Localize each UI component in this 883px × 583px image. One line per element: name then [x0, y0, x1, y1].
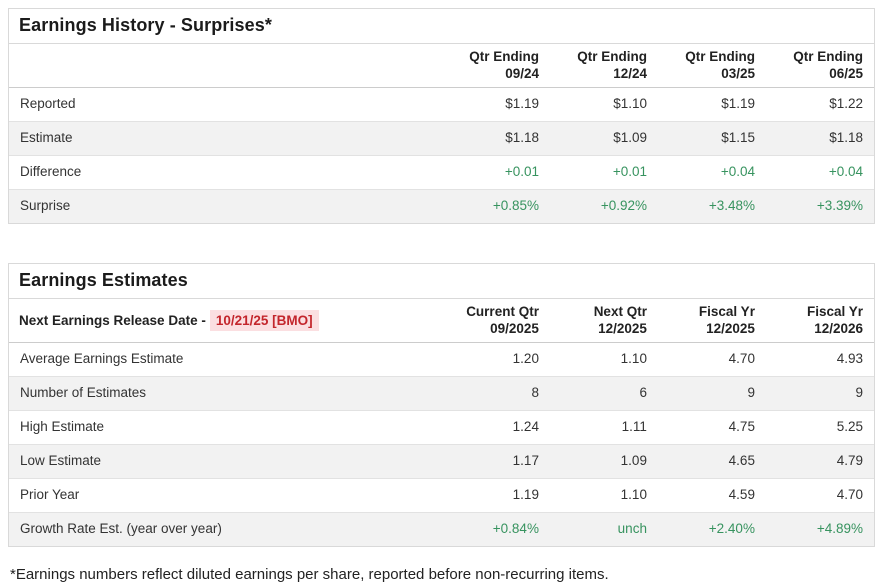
row-label: Growth Rate Est. (year over year) — [9, 512, 442, 546]
row-label: Reported — [9, 87, 442, 122]
row-label: Estimate — [9, 121, 442, 156]
cell-value: 1.09 — [549, 444, 658, 479]
cell-value: 1.20 — [441, 342, 550, 377]
cell-value: $1.09 — [549, 121, 658, 156]
cell-value: +0.01 — [549, 155, 658, 190]
cell-value: 4.70 — [765, 478, 874, 513]
cell-value: +4.89% — [765, 512, 874, 546]
cell-value: $1.22 — [765, 87, 874, 122]
cell-value: +0.04 — [657, 155, 766, 190]
row-label: Average Earnings Estimate — [9, 342, 442, 377]
cell-value: 4.70 — [657, 342, 766, 377]
row-label: Surprise — [9, 189, 442, 223]
history-col-header-3: Qtr Ending 03/25 — [657, 43, 766, 88]
cell-value: 8 — [441, 376, 550, 411]
history-header-spacer — [9, 43, 442, 88]
history-col-header-1: Qtr Ending 09/24 — [441, 43, 550, 88]
cell-value: +0.92% — [549, 189, 658, 223]
history-header-row: Qtr Ending 09/24 Qtr Ending 12/24 Qtr En… — [9, 43, 874, 88]
history-row-reported: Reported $1.19 $1.10 $1.19 $1.22 — [9, 87, 874, 122]
cell-value: 4.93 — [765, 342, 874, 377]
estimates-row-high: High Estimate 1.24 1.11 4.75 5.25 — [9, 410, 874, 445]
history-row-difference: Difference +0.01 +0.01 +0.04 +0.04 — [9, 155, 874, 190]
cell-value: 6 — [549, 376, 658, 411]
row-label: High Estimate — [9, 410, 442, 445]
cell-value: 4.65 — [657, 444, 766, 479]
history-title-row: Earnings History - Surprises* — [9, 9, 874, 44]
estimates-header-row: Next Earnings Release Date -10/21/25 [BM… — [9, 298, 874, 343]
cell-value: 5.25 — [765, 410, 874, 445]
cell-value: $1.18 — [441, 121, 550, 156]
cell-value: +3.48% — [657, 189, 766, 223]
release-date-label: Next Earnings Release Date - — [19, 312, 206, 328]
history-col-header-2: Qtr Ending 12/24 — [549, 43, 658, 88]
estimates-row-low: Low Estimate 1.17 1.09 4.65 4.79 — [9, 444, 874, 479]
earnings-page: Earnings History - Surprises* Qtr Ending… — [8, 8, 875, 583]
history-table-title: Earnings History - Surprises* — [9, 9, 874, 44]
cell-value: unch — [549, 512, 658, 546]
earnings-estimates-table: Earnings Estimates Next Earnings Release… — [9, 264, 874, 546]
earnings-history-table: Earnings History - Surprises* Qtr Ending… — [9, 9, 874, 223]
earnings-estimates-panel: Earnings Estimates Next Earnings Release… — [8, 263, 875, 547]
cell-value: 1.19 — [441, 478, 550, 513]
history-col-header-4: Qtr Ending 06/25 — [765, 43, 874, 88]
cell-value: $1.19 — [441, 87, 550, 122]
cell-value: 1.17 — [441, 444, 550, 479]
next-earnings-release: Next Earnings Release Date -10/21/25 [BM… — [9, 298, 442, 343]
history-row-surprise: Surprise +0.85% +0.92% +3.48% +3.39% — [9, 189, 874, 223]
estimates-col-header-2: Next Qtr 12/2025 — [549, 298, 658, 343]
estimates-row-number: Number of Estimates 8 6 9 9 — [9, 376, 874, 411]
earnings-footnote: *Earnings numbers reflect diluted earnin… — [10, 566, 609, 583]
cell-value: 4.79 — [765, 444, 874, 479]
cell-value: +0.84% — [441, 512, 550, 546]
cell-value: +0.04 — [765, 155, 874, 190]
row-label: Difference — [9, 155, 442, 190]
estimates-col-header-3: Fiscal Yr 12/2025 — [657, 298, 766, 343]
cell-value: $1.15 — [657, 121, 766, 156]
cell-value: +0.01 — [441, 155, 550, 190]
estimates-row-prior-year: Prior Year 1.19 1.10 4.59 4.70 — [9, 478, 874, 513]
estimates-table-title: Earnings Estimates — [9, 264, 874, 299]
cell-value: $1.10 — [549, 87, 658, 122]
cell-value: 9 — [657, 376, 766, 411]
cell-value: 1.10 — [549, 478, 658, 513]
cell-value: 1.11 — [549, 410, 658, 445]
cell-value: $1.18 — [765, 121, 874, 156]
release-date-value: 10/21/25 [BMO] — [209, 309, 319, 331]
estimates-col-header-4: Fiscal Yr 12/2026 — [765, 298, 874, 343]
cell-value: +0.85% — [441, 189, 550, 223]
estimates-row-average: Average Earnings Estimate 1.20 1.10 4.70… — [9, 342, 874, 377]
cell-value: 4.75 — [657, 410, 766, 445]
estimates-col-header-1: Current Qtr 09/2025 — [441, 298, 550, 343]
cell-value: 4.59 — [657, 478, 766, 513]
cell-value: +2.40% — [657, 512, 766, 546]
row-label: Number of Estimates — [9, 376, 442, 411]
cell-value: 1.24 — [441, 410, 550, 445]
cell-value: $1.19 — [657, 87, 766, 122]
history-row-estimate: Estimate $1.18 $1.09 $1.15 $1.18 — [9, 121, 874, 156]
estimates-row-growth-rate: Growth Rate Est. (year over year) +0.84%… — [9, 512, 874, 546]
row-label: Low Estimate — [9, 444, 442, 479]
row-label: Prior Year — [9, 478, 442, 513]
cell-value: 9 — [765, 376, 874, 411]
cell-value: 1.10 — [549, 342, 658, 377]
cell-value: +3.39% — [765, 189, 874, 223]
estimates-title-row: Earnings Estimates — [9, 264, 874, 299]
earnings-history-panel: Earnings History - Surprises* Qtr Ending… — [8, 8, 875, 224]
